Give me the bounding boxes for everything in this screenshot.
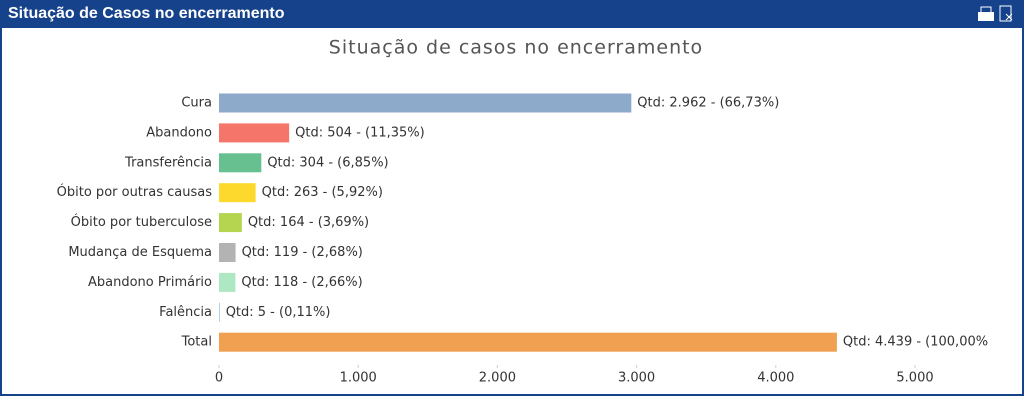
- y-tick-label: Falência: [159, 305, 212, 320]
- x-tick-label: 3.000: [618, 371, 655, 386]
- y-tick-label: Óbito por tuberculose: [71, 214, 212, 230]
- value-label: Qtd: 2.962 - (66,73%): [637, 96, 779, 111]
- bar: [219, 332, 837, 352]
- value-label: Qtd: 263 - (5,92%): [262, 185, 383, 200]
- bar: [219, 302, 220, 322]
- value-label: Qtd: 164 - (3,69%): [248, 215, 369, 230]
- y-tick-label: Mudança de Esquema: [68, 245, 212, 260]
- x-tick-label: 2.000: [479, 371, 516, 386]
- panel-header: Situação de Casos no encerramento: [2, 0, 1022, 28]
- x-tick-label: 1.000: [340, 371, 377, 386]
- print-icon-top: [980, 6, 992, 14]
- export-icon-x: [1005, 13, 1013, 21]
- bar: [219, 213, 242, 233]
- y-tick-label: Abandono Primário: [88, 275, 212, 290]
- value-label: Qtd: 504 - (11,35%): [295, 125, 425, 140]
- export-icon[interactable]: [999, 5, 1012, 22]
- value-label: Qtd: 119 - (2,68%): [242, 245, 363, 260]
- chart-title: Situação de casos no encerramento: [329, 37, 703, 59]
- bar: [219, 243, 236, 262]
- bar: [219, 123, 290, 143]
- chart: Situação de casos no encerramento 0 1.000…: [57, 37, 988, 386]
- y-tick-label: Óbito por outras causas: [57, 184, 213, 200]
- y-tick-label: Abandono: [146, 125, 212, 140]
- bar: [219, 183, 256, 203]
- x-tick-label: 4.000: [757, 371, 794, 386]
- panel-title: Situação de Casos no encerramento: [8, 5, 285, 22]
- value-label: Qtd: 5 - (0,11%): [226, 305, 331, 320]
- bar: [219, 93, 632, 113]
- print-icon[interactable]: [978, 12, 994, 21]
- bar: [219, 272, 236, 292]
- value-label: Qtd: 4.439 - (100,00%: [843, 335, 988, 350]
- y-tick-label: Cura: [181, 96, 212, 111]
- x-tick-label: 0: [215, 371, 223, 386]
- bar: [219, 153, 262, 173]
- value-label: Qtd: 304 - (6,85%): [267, 155, 388, 170]
- x-tick-label: 5.000: [896, 371, 933, 386]
- header-icons: [978, 5, 1013, 22]
- y-tick-label: Total: [181, 335, 212, 350]
- value-label: Qtd: 118 - (2,66%): [241, 275, 362, 290]
- y-tick-label: Transferência: [124, 155, 212, 170]
